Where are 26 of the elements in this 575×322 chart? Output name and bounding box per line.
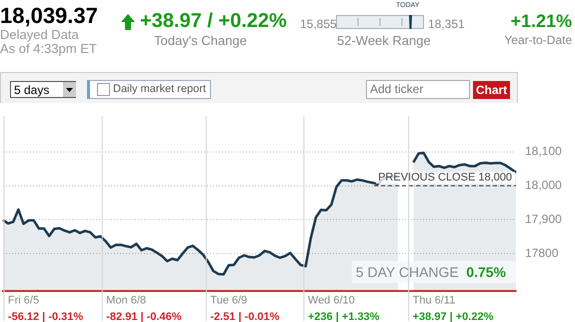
x-tick-label: Tue 6/9 [210,294,248,307]
ref-line-label: PREVIOUS CLOSE 18,000 [378,171,512,184]
text: +38.97 / +0.22% [140,10,287,33]
annotation: 0.75% [466,264,507,280]
y-tick-label: 17800 [525,246,559,260]
text: Delayed Data [0,27,79,42]
text: As of 4:33pm ET [0,41,97,56]
y-tick-label: 17,900 [525,212,562,226]
text: Add ticker [366,80,470,99]
text: Chart [473,81,510,99]
x-tick-label: Mon 6/8 [106,294,146,307]
x-tick-label: Fri 6/5 [8,294,40,307]
y-tick-label: 18,100 [525,144,562,158]
text: 15,855 [300,17,337,31]
text: Daily market report [113,83,206,95]
text: 18,039.37 [0,3,98,29]
text: 5 days [10,81,76,98]
text: 52-Week Range [337,33,431,48]
text: 18,351 [428,17,465,31]
text: +1.21% [510,11,572,32]
x-tick-label: Thu 6/11 [412,294,456,307]
annotation: 5 DAY CHANGE [356,264,459,280]
y-tick-label: 18,000 [525,178,562,192]
x-tick-label: Wed 6/10 [308,294,355,307]
text: Year-to-Date [504,33,572,47]
text: Today's Change [154,33,247,48]
